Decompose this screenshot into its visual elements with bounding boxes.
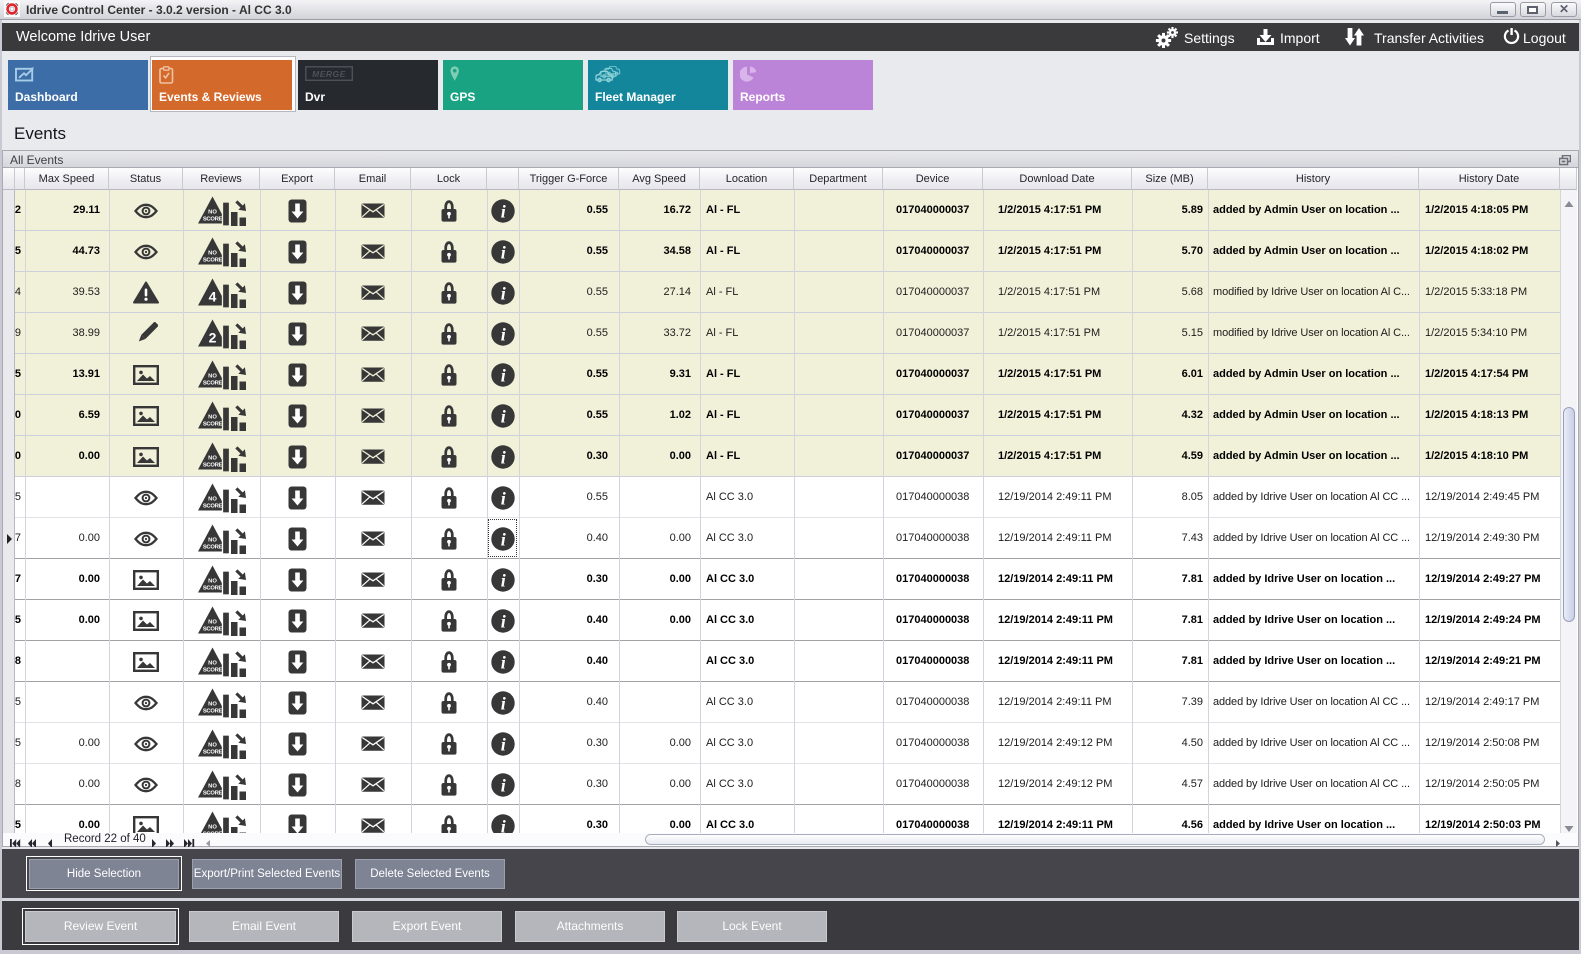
svg-text:i: i [501,693,506,713]
svg-text:NO: NO [208,456,217,462]
svg-text:SCORE: SCORE [202,831,222,837]
svg-text:SCORE: SCORE [202,749,222,755]
svg-text:i: i [501,734,506,754]
svg-text:i: i [501,529,506,549]
svg-text:NO: NO [208,415,217,421]
svg-text:i: i [501,201,506,221]
svg-text:NO: NO [208,210,217,216]
svg-text:2: 2 [208,330,216,346]
svg-text:i: i [501,242,506,262]
svg-text:SCORE: SCORE [202,790,222,796]
svg-text:i: i [501,652,506,672]
svg-text:NO: NO [208,620,217,626]
svg-text:i: i [501,447,506,467]
svg-text:NO: NO [208,784,217,790]
svg-text:NO: NO [208,538,217,544]
svg-text:SCORE: SCORE [202,667,222,673]
svg-text:i: i [501,611,506,631]
svg-text:NO: NO [208,661,217,667]
svg-text:SCORE: SCORE [202,257,222,263]
svg-text:NO: NO [208,825,217,831]
svg-text:NO: NO [208,743,217,749]
svg-text:NO: NO [208,374,217,380]
svg-text:NO: NO [208,579,217,585]
svg-text:SCORE: SCORE [202,421,222,427]
svg-text:SCORE: SCORE [202,626,222,632]
svg-text:NO: NO [208,251,217,257]
svg-text:i: i [501,570,506,590]
svg-text:i: i [501,365,506,385]
svg-text:4: 4 [208,289,216,305]
svg-text:i: i [501,488,506,508]
svg-text:MERGE: MERGE [312,69,346,79]
svg-text:i: i [501,775,506,795]
svg-text:SCORE: SCORE [202,585,222,591]
svg-text:i: i [501,324,506,344]
svg-text:i: i [501,816,506,836]
svg-text:SCORE: SCORE [202,216,222,222]
svg-text:i: i [501,283,506,303]
svg-text:NO: NO [208,497,217,503]
svg-text:SCORE: SCORE [202,462,222,468]
svg-text:NO: NO [208,702,217,708]
svg-text:SCORE: SCORE [202,380,222,386]
svg-text:SCORE: SCORE [202,544,222,550]
svg-text:SCORE: SCORE [202,708,222,714]
svg-text:i: i [501,406,506,426]
svg-text:SCORE: SCORE [202,503,222,509]
